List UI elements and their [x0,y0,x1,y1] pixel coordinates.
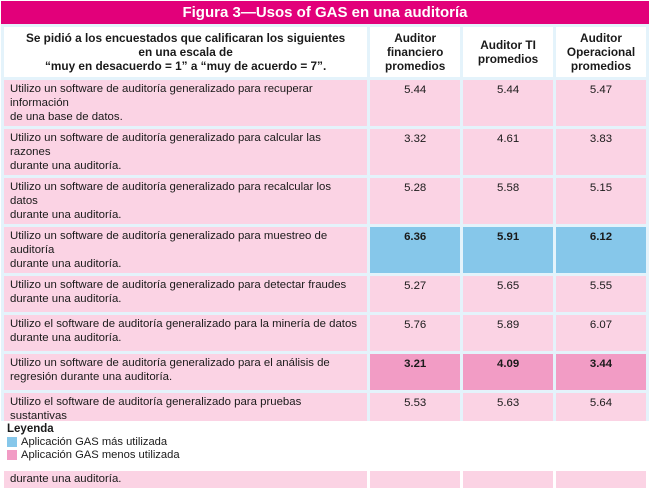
table-row: Utilizo un software de auditoría general… [4,80,646,126]
table-row: Utilizo un software de auditoría general… [4,276,646,312]
header-line: Auditor [394,31,437,45]
statement-line: regresión durante una auditoría. [10,371,173,383]
value-operational-auditor: 6.12 [556,227,646,273]
header-it-auditor: Auditor TI promedios [463,27,554,77]
header-question-line: Se pidió a los encuestados que calificar… [25,31,346,45]
statement-line: durante una auditoría. [10,293,122,305]
value-financial-auditor: 5.44 [370,80,461,126]
row-statement: Utilizo el software de auditoría general… [4,315,368,351]
header-question: Se pidió a los encuestados que calificar… [4,27,368,77]
value-operational-auditor: 3.44 [556,354,646,390]
value-financial-auditor: 5.27 [370,276,461,312]
header-question-line: en una escala de [138,45,233,59]
statement-line: Utilizo el software de auditoría general… [10,396,302,422]
value-financial-auditor: 5.28 [370,178,461,224]
row-statement: Utilizo un software de auditoría general… [4,276,368,312]
header-row: Se pidió a los encuestados que calificar… [4,27,646,77]
header-line: promedios [570,59,632,73]
statement-line: durante una auditoría. [10,160,122,172]
value-operational-auditor: 5.15 [556,178,646,224]
table-row: Utilizo un software de auditoría general… [4,227,646,273]
row-statement: Utilizo un software de auditoría general… [4,80,368,126]
statement-line: durante una auditoría. [10,258,122,270]
value-it-auditor: 4.09 [463,354,554,390]
value-it-auditor: 5.89 [463,315,554,351]
table-row: Utilizo el software de auditoría general… [4,315,646,351]
value-it-auditor: 5.91 [463,227,554,273]
header-line: financiero [386,45,444,59]
legend: Leyenda Aplicación GAS más utilizada Apl… [1,421,649,471]
header-financial-auditor: Auditor financiero promedios [370,27,461,77]
value-it-auditor: 5.58 [463,178,554,224]
statement-line: durante una auditoría. [10,209,122,221]
value-it-auditor: 5.44 [463,80,554,126]
value-financial-auditor: 3.32 [370,129,461,175]
value-operational-auditor: 5.47 [556,80,646,126]
statement-line: Utilizo un software de auditoría general… [10,230,328,256]
value-operational-auditor: 6.07 [556,315,646,351]
legend-item-most-used: Aplicación GAS más utilizada [1,435,649,448]
value-it-auditor: 4.61 [463,129,554,175]
row-statement: Utilizo un software de auditoría general… [4,129,368,175]
legend-item-least-used: Aplicación GAS menos utilizada [1,448,649,461]
statement-line: Utilizo un software de auditoría general… [10,132,321,158]
statement-line: Utilizo un software de auditoría general… [10,83,313,109]
table-row: Utilizo un software de auditoría general… [4,178,646,224]
table-row: Utilizo un software de auditoría general… [4,129,646,175]
legend-label: Aplicación GAS más utilizada [21,435,168,448]
figure-title: Figura 3—Usos of GAS en una auditoría [1,1,649,24]
value-financial-auditor: 5.76 [370,315,461,351]
legend-swatch-blue [7,436,17,447]
legend-swatch-pink [7,449,17,460]
header-question-line: “muy en desacuerdo = 1” a “muy de acuerd… [44,59,327,73]
row-statement: Utilizo un software de auditoría general… [4,227,368,273]
header-line: Auditor [580,31,622,45]
statement-line: Utilizo un software de auditoría general… [10,181,332,207]
value-financial-auditor: 6.36 [370,227,461,273]
header-line: Auditor TI [480,38,536,52]
value-operational-auditor: 3.83 [556,129,646,175]
header-line: Operacional [566,45,636,59]
header-line: promedios [385,59,446,73]
statement-line: Utilizo el software de auditoría general… [10,318,357,330]
legend-label: Aplicación GAS menos utilizada [21,448,180,461]
statement-line: Utilizo un software de auditoría general… [10,357,330,369]
legend-title: Leyenda [7,423,54,435]
table-row: Utilizo un software de auditoría general… [4,354,646,390]
statement-line: Utilizo un software de auditoría general… [10,279,347,291]
header-operational-auditor: Auditor Operacional promedios [556,27,646,77]
header-line: promedios [477,52,539,66]
statement-line: durante una auditoría. [10,473,122,485]
value-it-auditor: 5.65 [463,276,554,312]
value-financial-auditor: 3.21 [370,354,461,390]
row-statement: Utilizo un software de auditoría general… [4,354,368,390]
value-operational-auditor: 5.55 [556,276,646,312]
row-statement: Utilizo un software de auditoría general… [4,178,368,224]
statement-line: de una base de datos. [10,111,123,123]
statement-line: durante una auditoría. [10,332,122,344]
